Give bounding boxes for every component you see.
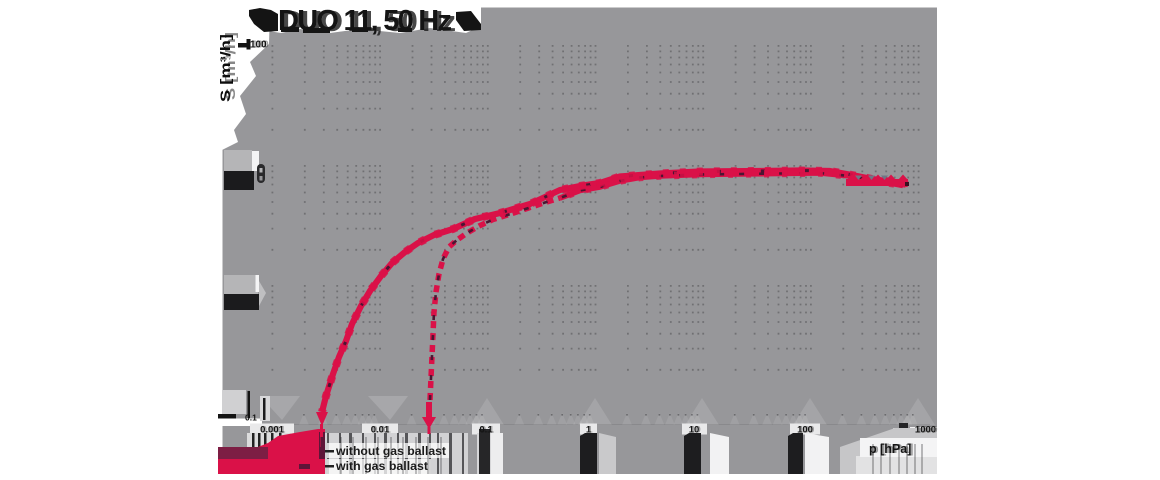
svg-text:10: 10 (690, 425, 701, 436)
svg-text:100: 100 (799, 425, 815, 436)
svg-text:100: 100 (250, 40, 267, 51)
svg-text:100: 100 (797, 425, 813, 436)
svg-text:0.1: 0.1 (479, 425, 493, 436)
svg-text:1: 1 (586, 425, 592, 436)
svg-text:100: 100 (252, 40, 269, 51)
svg-text:10: 10 (689, 425, 700, 436)
svg-text:1: 1 (587, 425, 593, 436)
svg-text:with gas ballast: with gas ballast (335, 459, 428, 473)
svg-text:0.01: 0.01 (372, 425, 391, 436)
svg-text:S [m³/h]: S [m³/h] (222, 32, 238, 100)
svg-text:without gas ballast: without gas ballast (335, 444, 446, 458)
svg-text:1000: 1000 (915, 425, 936, 436)
svg-text:0.1: 0.1 (481, 425, 495, 436)
svg-text:0.001: 0.001 (262, 425, 286, 436)
svg-text:1000: 1000 (916, 425, 937, 436)
svg-text:0.1: 0.1 (245, 413, 257, 423)
svg-text:S [m³/h]: S [m³/h] (217, 34, 233, 102)
svg-text:0.001: 0.001 (260, 425, 284, 436)
svg-text:p [hPa]: p [hPa] (869, 442, 911, 456)
svg-text:p [hPa]: p [hPa] (871, 442, 913, 456)
svg-text:0.01: 0.01 (371, 425, 390, 436)
